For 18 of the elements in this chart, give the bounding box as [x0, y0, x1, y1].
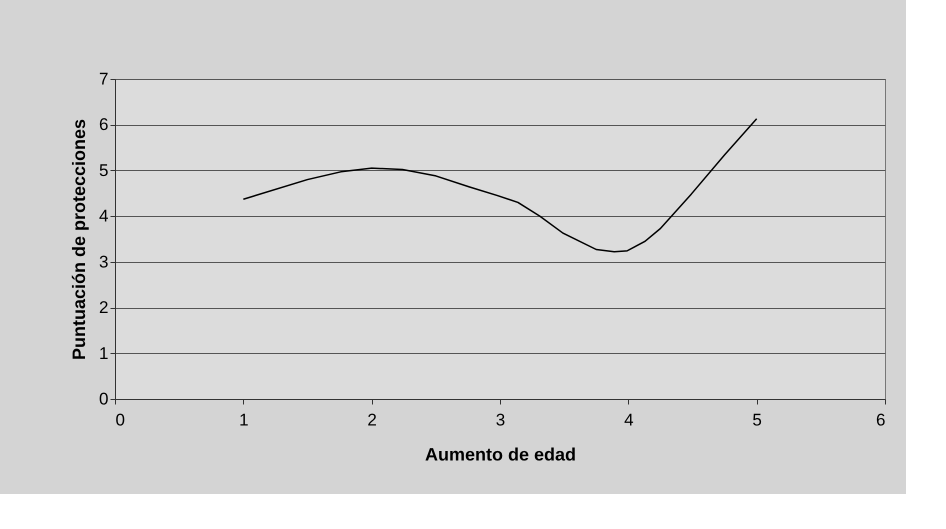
y-tick-label: 3: [99, 252, 108, 272]
y-tick-label: 0: [99, 390, 108, 408]
y-axis-title: Puntuación de protecciones: [69, 118, 90, 360]
x-tick-label: 2: [367, 410, 377, 430]
x-tick-label: 5: [752, 410, 762, 430]
y-tick-label: 5: [99, 160, 108, 180]
y-tick-label: 2: [99, 298, 108, 318]
y-tick-label: 4: [99, 206, 108, 226]
x-tick-label: 1: [239, 410, 249, 430]
y-tick-label: 6: [99, 115, 108, 134]
x-tick-label: 4: [624, 410, 634, 430]
x-tick-label: 6: [876, 410, 886, 430]
x-tick-label: 3: [496, 410, 506, 430]
y-tick-label: 7: [99, 70, 108, 88]
x-axis-title: Aumento de edad: [424, 444, 576, 464]
x-tick-label: 0: [116, 410, 125, 430]
y-tick-label: 1: [99, 344, 108, 363]
line-series: [242, 118, 758, 253]
